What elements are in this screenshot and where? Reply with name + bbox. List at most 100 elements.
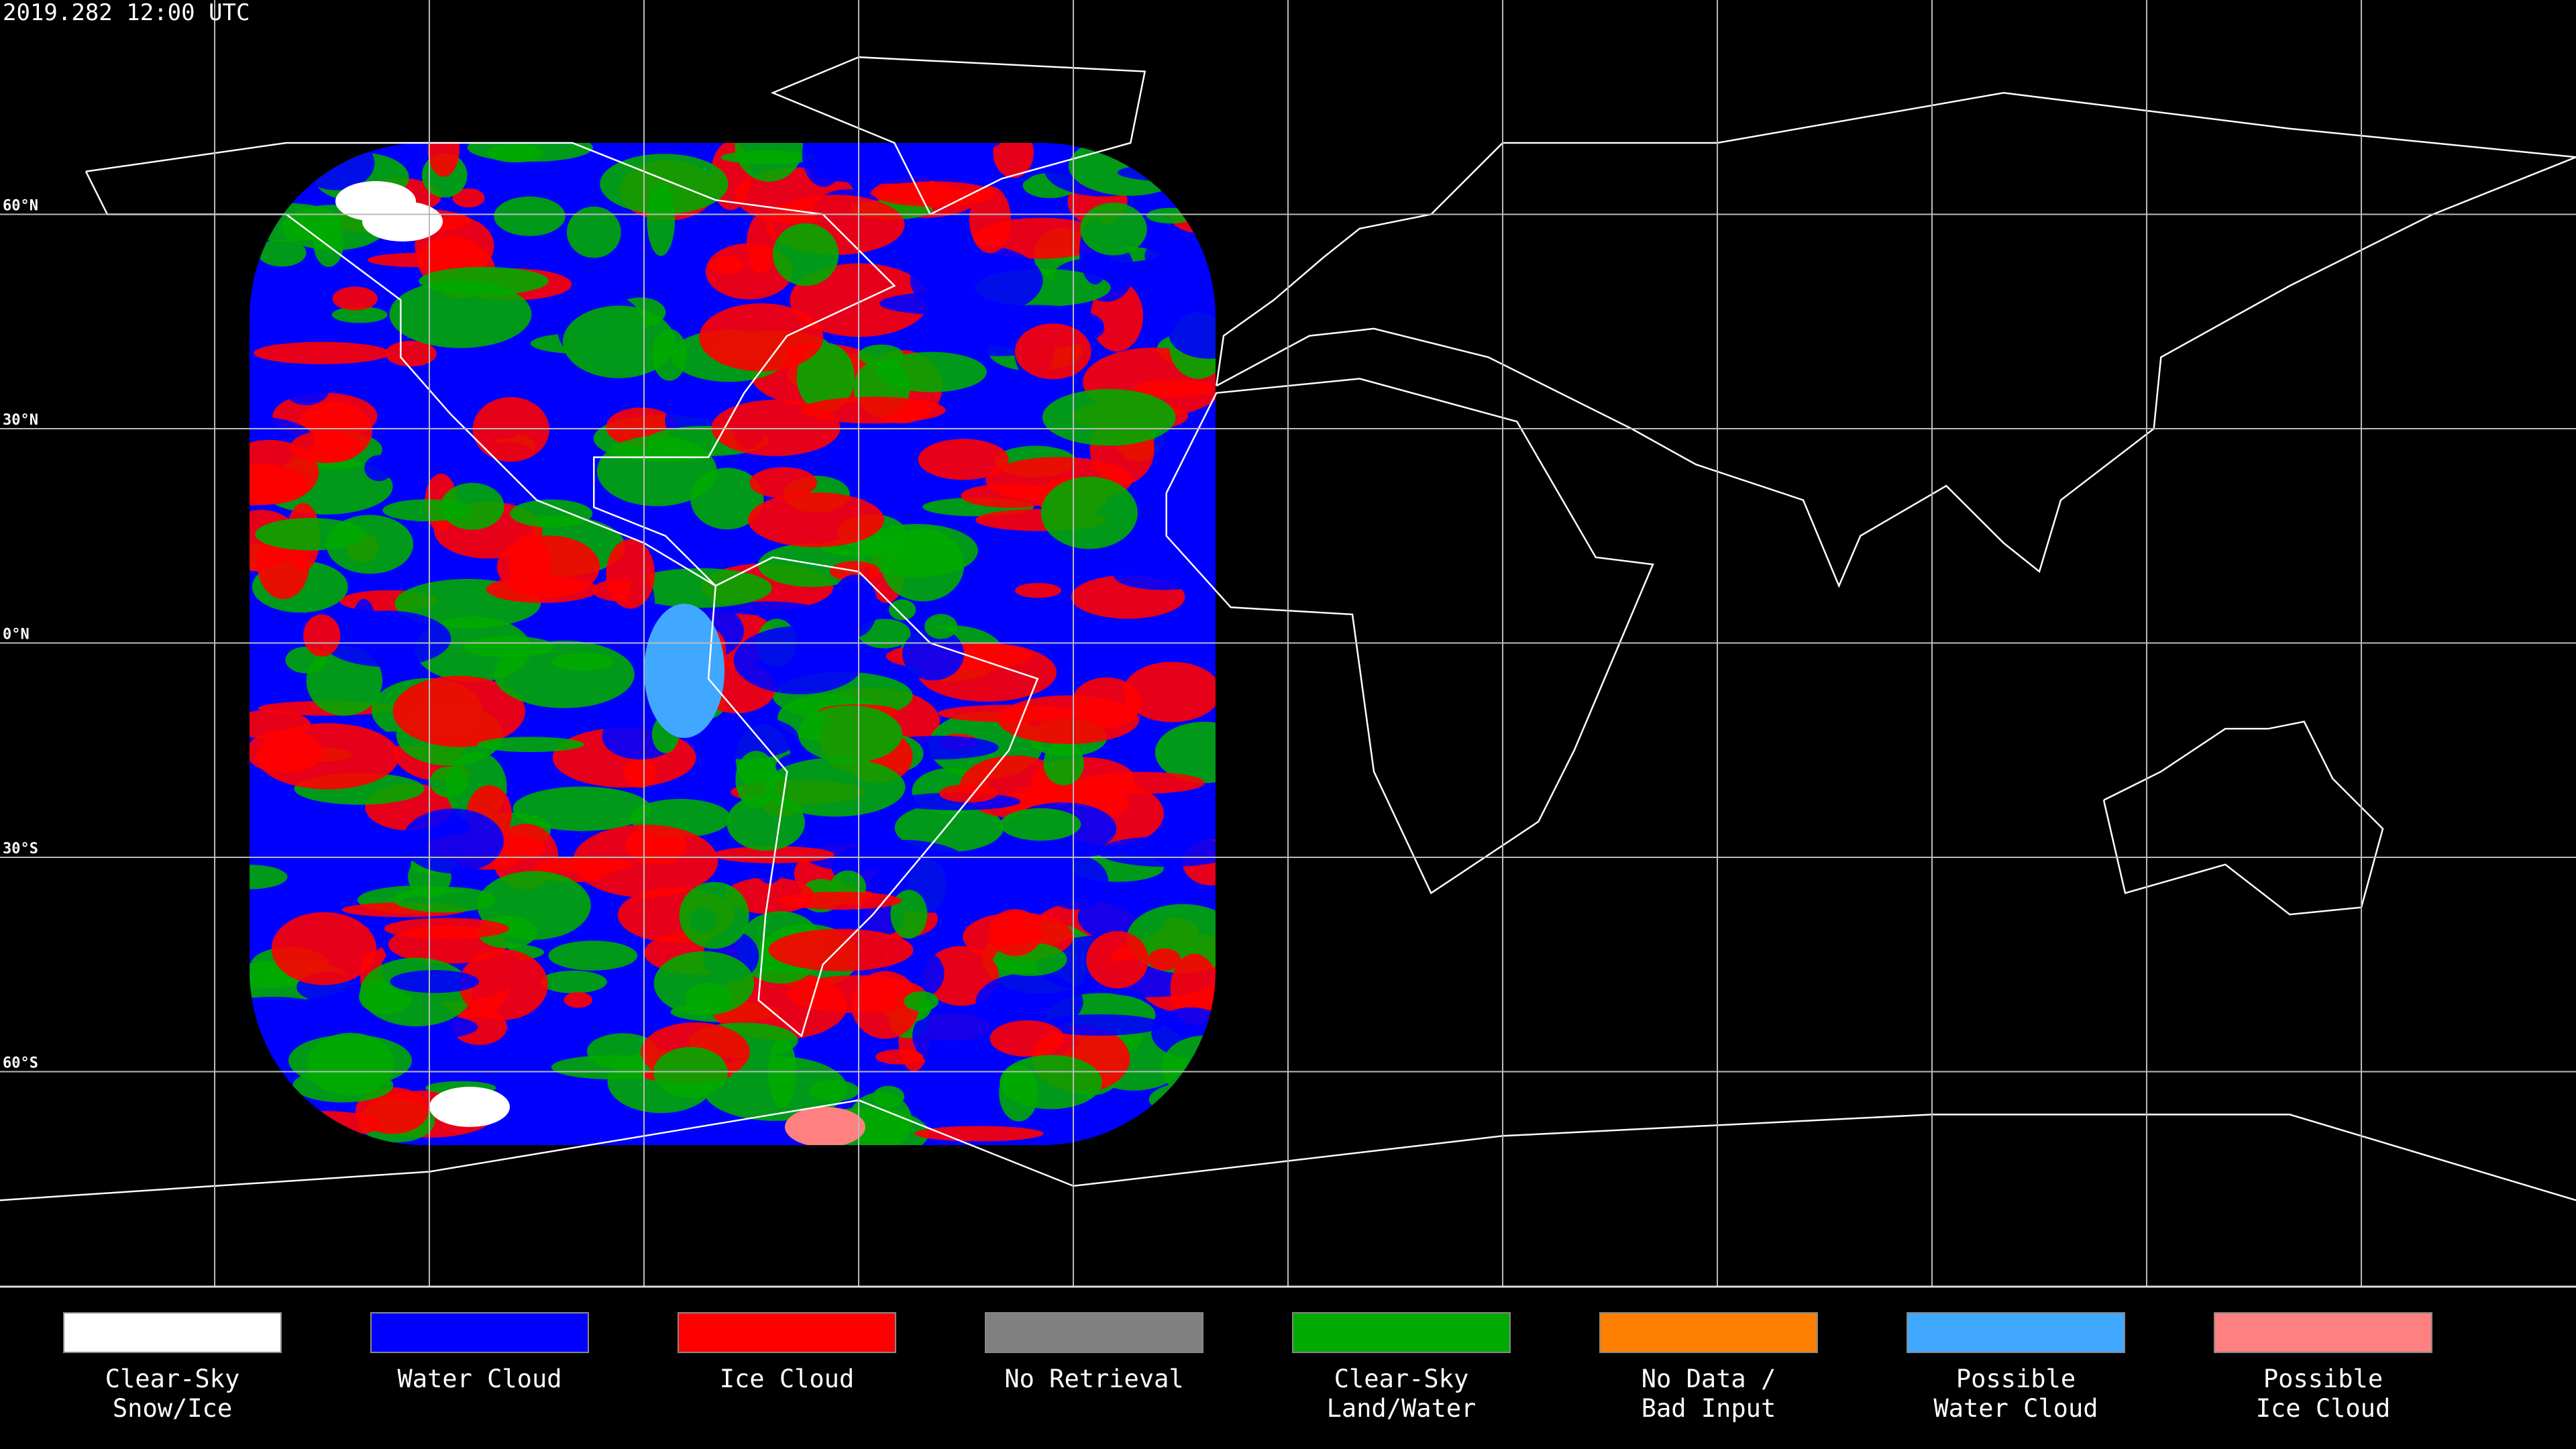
- cloud-patch: [292, 1068, 394, 1103]
- cloud-patch: [1169, 310, 1216, 359]
- latitude-label: 30°N: [3, 412, 38, 429]
- cloud-patch: [271, 912, 377, 985]
- cloud-patch: [801, 396, 946, 424]
- cloud-patch: [250, 439, 319, 504]
- legend-swatch: [370, 1312, 589, 1353]
- cloud-patch: [773, 223, 839, 286]
- cloud-patch: [250, 865, 288, 890]
- cloud-patch: [989, 1020, 1065, 1057]
- cloud-patch: [653, 1046, 728, 1098]
- legend-label: Ice Cloud: [720, 1364, 854, 1393]
- cloud-patch: [653, 951, 755, 1016]
- coastline: [1165, 378, 1654, 895]
- legend-label: No Data /: [1642, 1364, 1776, 1393]
- cloud-patch: [1000, 808, 1081, 841]
- legend-label: Water Cloud: [397, 1364, 561, 1393]
- cloud-patch: [385, 340, 437, 367]
- cloud-patch: [749, 467, 818, 498]
- cloud-patch: [694, 715, 799, 759]
- legend-label: Clear-Sky: [105, 1364, 239, 1393]
- cloud-patch: [320, 610, 451, 667]
- cloud-patch: [910, 143, 1000, 152]
- cloud-patch: [459, 949, 548, 1020]
- cloud-patch: [572, 824, 718, 898]
- legend-label: Ice Cloud: [2256, 1394, 2390, 1423]
- cloud-patch: [1040, 476, 1138, 549]
- cloud-patch: [429, 1087, 510, 1127]
- legend-swatch: [63, 1312, 282, 1353]
- cloud-patch: [858, 344, 904, 366]
- cloud-patch: [360, 957, 473, 1027]
- cloud-patch: [644, 604, 724, 738]
- cloud-patch: [627, 568, 772, 608]
- cloud-patch: [888, 599, 916, 621]
- coastline: [770, 56, 1146, 215]
- latitude-label: 60°S: [3, 1055, 38, 1072]
- cloud-patch: [804, 837, 912, 872]
- cloud-patch: [699, 303, 824, 372]
- cloud-patch: [452, 188, 485, 208]
- timestamp: 2019.282 12:00 UTC: [3, 0, 250, 26]
- cloud-patch: [606, 539, 655, 609]
- cloud-patch: [969, 186, 1012, 254]
- cloud-patch: [513, 786, 651, 831]
- cloud-patch: [255, 518, 366, 551]
- cloud-patch: [600, 154, 729, 215]
- cloud-patch: [705, 243, 793, 300]
- cloud-patch: [1114, 561, 1214, 590]
- legend-label: Clear-Sky: [1334, 1364, 1468, 1393]
- cloud-patch: [711, 399, 841, 456]
- cloud-patch: [1155, 721, 1216, 784]
- cloud-patch: [1041, 855, 1109, 910]
- legend-swatch: [1599, 1312, 1818, 1353]
- cloud-patch: [257, 239, 307, 267]
- cloud-patch: [427, 143, 460, 177]
- latitude-label: 60°N: [3, 198, 38, 215]
- cloud-patch: [563, 305, 676, 378]
- cloud-patch: [402, 808, 504, 873]
- legend-label: Water Cloud: [1933, 1394, 2098, 1423]
- cloud-patch: [467, 143, 594, 162]
- cloud-patch: [1086, 931, 1149, 989]
- legend-swatch: [1907, 1312, 2125, 1353]
- cloud-patch: [876, 352, 987, 392]
- cloud-patch: [902, 627, 965, 681]
- cloud-patch: [733, 626, 865, 694]
- legend-label: Snow/Ice: [113, 1394, 232, 1423]
- cloud-patch: [830, 574, 878, 638]
- coastline: [707, 556, 1039, 1038]
- cloud-patch: [510, 499, 593, 528]
- cloud-patch: [719, 601, 814, 615]
- latitude-label: 0°N: [3, 627, 30, 643]
- legend-label: Bad Input: [1642, 1394, 1776, 1423]
- legend-label: Land/Water: [1327, 1394, 1477, 1423]
- cloud-patch: [331, 306, 388, 323]
- cloud-patch: [356, 1087, 429, 1134]
- cloud-patch: [802, 143, 845, 187]
- legend-swatch: [678, 1312, 896, 1353]
- cloud-patch: [440, 482, 504, 530]
- cloud-patch: [961, 483, 1061, 508]
- cloud-patch: [1123, 661, 1216, 722]
- legend-label: Possible: [2263, 1364, 2383, 1393]
- cloud-patch: [904, 991, 939, 1012]
- cloud-patch: [256, 723, 399, 790]
- cloud-patch: [564, 991, 593, 1008]
- cloud-patch: [384, 918, 509, 939]
- cloud-patch: [785, 1107, 865, 1145]
- cloud-patch: [727, 794, 806, 851]
- cloud-patch: [1148, 948, 1181, 971]
- cloud-patch: [332, 286, 378, 311]
- cloud-patch: [1042, 388, 1176, 446]
- cloud-patch: [472, 396, 549, 462]
- cloud-patch: [1097, 836, 1216, 867]
- cloud-patch: [1170, 953, 1216, 1026]
- cloud-patch: [254, 341, 390, 364]
- latitude-label: 30°S: [3, 841, 38, 857]
- cloud-patch: [720, 150, 816, 164]
- cloud-patch: [777, 892, 902, 910]
- cloud-patch: [875, 1049, 924, 1065]
- cloud-patch: [494, 196, 566, 236]
- cloud-patch: [993, 143, 1034, 178]
